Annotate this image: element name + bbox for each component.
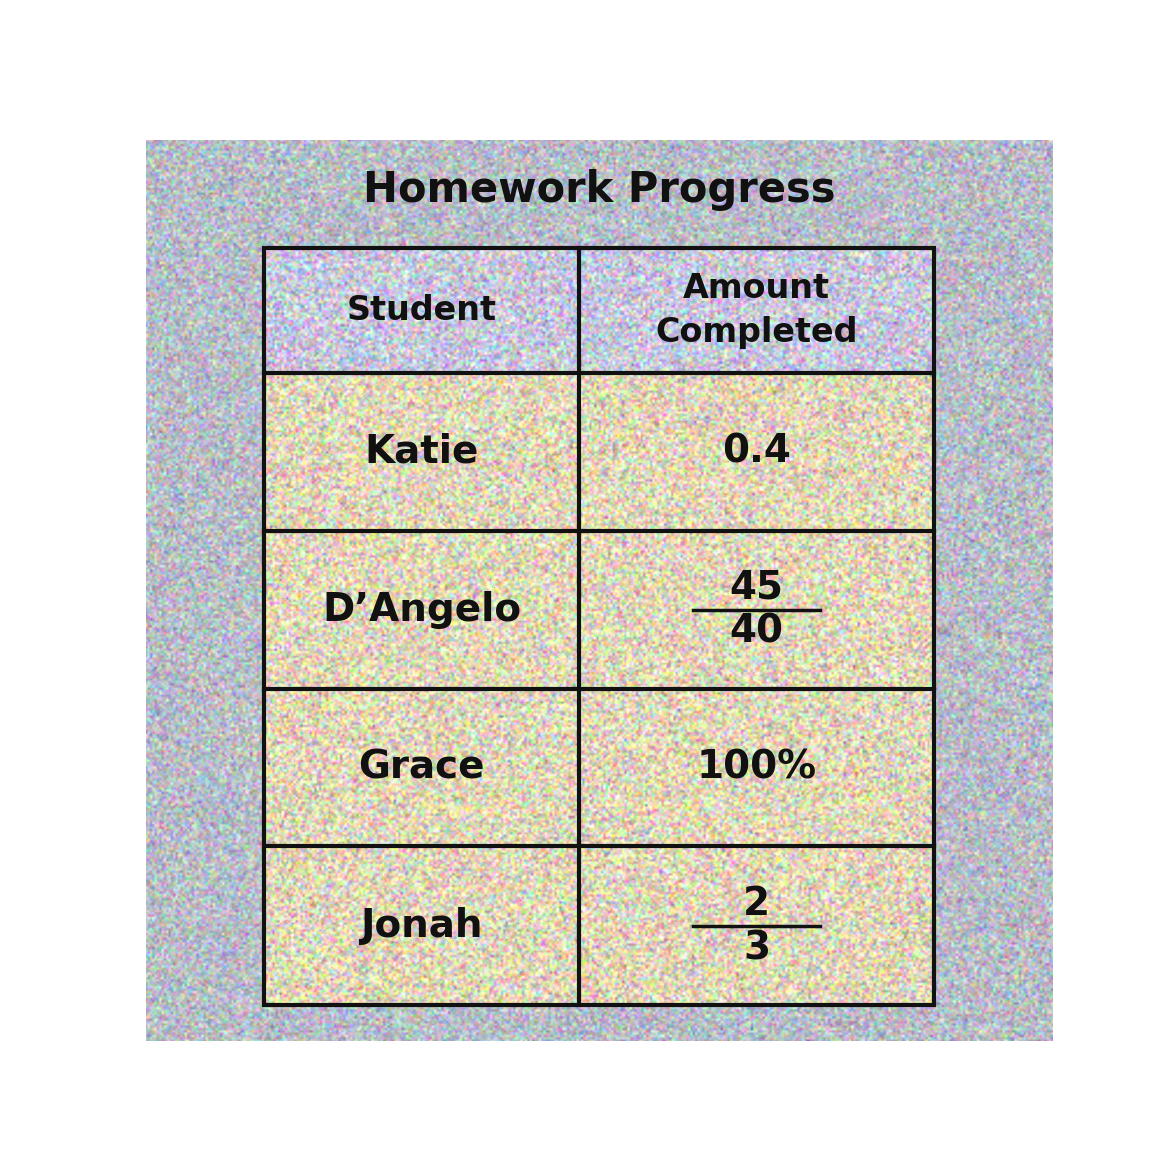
Text: Student: Student [346,294,496,328]
Text: 2: 2 [743,885,770,923]
Text: Jonah: Jonah [360,907,483,945]
Text: 3: 3 [743,929,770,968]
Text: Katie: Katie [364,433,479,470]
Text: Grace: Grace [358,749,484,786]
Text: 45: 45 [730,569,784,606]
Text: Amount
Completed: Amount Completed [655,273,858,349]
Text: 0.4: 0.4 [722,433,791,470]
Text: 100%: 100% [696,749,817,786]
Bar [264,248,935,1005]
Text: Homework Progress: Homework Progress [364,168,835,211]
Text: 40: 40 [730,613,784,651]
Text: D’Angelo: D’Angelo [322,591,521,628]
